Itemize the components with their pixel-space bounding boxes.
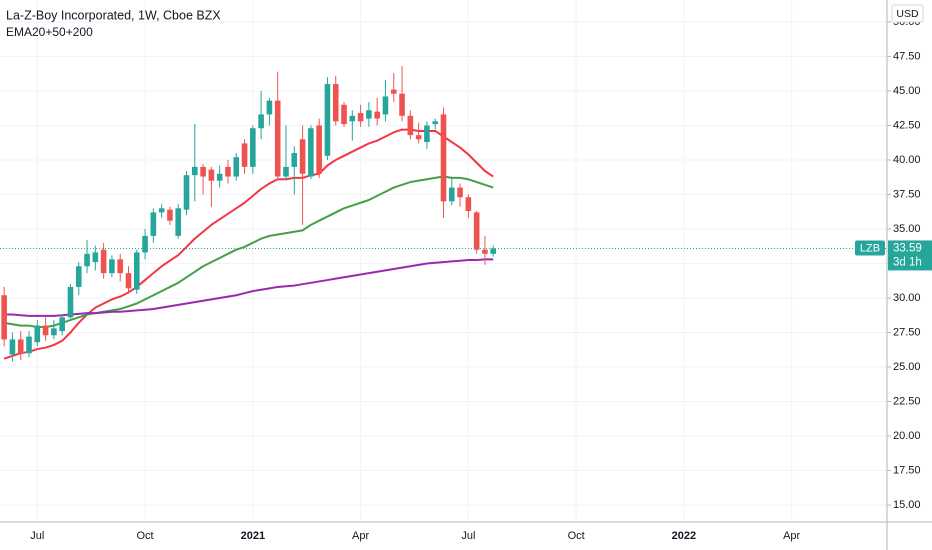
candle-body bbox=[374, 111, 380, 119]
candle-body bbox=[59, 317, 65, 332]
y-tick-label: 22.50 bbox=[893, 395, 921, 407]
candle-body bbox=[399, 93, 405, 116]
candle-body bbox=[175, 208, 182, 236]
y-tick-label: 15.00 bbox=[893, 499, 921, 511]
candle-body bbox=[258, 114, 264, 129]
candle-body bbox=[457, 187, 463, 198]
y-tick-label: 37.50 bbox=[893, 188, 921, 200]
candle-body bbox=[432, 121, 439, 125]
candle-body bbox=[75, 266, 82, 287]
candle-body bbox=[473, 212, 480, 250]
candle-body bbox=[84, 253, 90, 267]
candle-body bbox=[216, 173, 223, 181]
y-tick-label: 30.00 bbox=[893, 292, 921, 304]
candle-body bbox=[125, 273, 132, 289]
candle-body bbox=[482, 249, 488, 254]
x-tick-label: Jul bbox=[461, 530, 475, 542]
x-tick-label: Apr bbox=[783, 530, 800, 542]
x-tick-label: Jul bbox=[30, 530, 44, 542]
x-tick-label: 2021 bbox=[241, 530, 265, 542]
candle-body bbox=[158, 208, 165, 213]
candle-body bbox=[465, 197, 472, 212]
candle-body bbox=[1, 295, 7, 340]
candle-body bbox=[92, 252, 99, 263]
y-tick-label: 17.50 bbox=[893, 464, 921, 476]
candle-body bbox=[241, 143, 248, 167]
candle-body bbox=[324, 84, 331, 156]
candle-body bbox=[9, 339, 16, 355]
candle-body bbox=[357, 113, 364, 122]
candle-body bbox=[366, 110, 372, 119]
y-tick-label: 20.00 bbox=[893, 430, 921, 442]
symbol-badge bbox=[855, 240, 885, 256]
candle-body bbox=[34, 325, 41, 343]
candle-body bbox=[440, 114, 447, 202]
candle-body bbox=[192, 166, 198, 176]
candle-body bbox=[291, 153, 298, 167]
candle-body bbox=[208, 169, 215, 181]
candle-body bbox=[167, 209, 173, 221]
candle-body bbox=[183, 175, 190, 210]
candle-body bbox=[17, 339, 24, 354]
candle-body bbox=[266, 100, 273, 115]
candle-body bbox=[299, 139, 306, 174]
candle-body bbox=[42, 325, 49, 336]
candle-body bbox=[415, 135, 422, 140]
candle-body bbox=[490, 248, 497, 254]
candle-body bbox=[250, 128, 256, 167]
countdown-label: 3d 1h bbox=[893, 256, 922, 268]
candle-body bbox=[382, 96, 389, 115]
candle-body bbox=[407, 115, 414, 136]
candle-body bbox=[200, 166, 206, 177]
y-tick-label: 47.50 bbox=[893, 50, 921, 62]
y-tick-label: 25.00 bbox=[893, 361, 921, 373]
candle-body bbox=[142, 235, 148, 253]
plot bbox=[0, 66, 887, 362]
candle-body bbox=[341, 104, 347, 125]
candle-body bbox=[109, 259, 115, 274]
currency-label: USD bbox=[896, 8, 919, 20]
indicator-label: EMA20+50+200 bbox=[6, 25, 93, 39]
candle-body bbox=[448, 187, 455, 202]
candle-body bbox=[117, 259, 124, 274]
candle-body bbox=[67, 286, 74, 318]
y-tick-label: 27.50 bbox=[893, 326, 921, 338]
x-tick-label: 2022 bbox=[672, 530, 696, 542]
y-tick-label: 35.00 bbox=[893, 223, 921, 235]
candle-body bbox=[233, 157, 240, 177]
candle-body bbox=[283, 166, 289, 177]
candle-body bbox=[308, 128, 314, 177]
candle-body bbox=[316, 125, 322, 174]
candle-body bbox=[51, 328, 57, 336]
y-tick-label: 45.00 bbox=[893, 85, 921, 97]
y-tick-label: 42.50 bbox=[893, 119, 921, 131]
candle-body bbox=[332, 84, 339, 122]
candle-body bbox=[390, 89, 397, 94]
x-tick-label: Oct bbox=[568, 530, 585, 542]
candle-body bbox=[26, 336, 32, 354]
ema-line bbox=[4, 258, 494, 317]
candle-body bbox=[424, 125, 430, 143]
candle-body bbox=[274, 100, 281, 177]
chart-title: La-Z-Boy Incorporated, 1W, Cboe BZX bbox=[6, 8, 221, 22]
currency-box bbox=[891, 4, 924, 23]
y-tick-label: 40.00 bbox=[893, 154, 921, 166]
candle-body bbox=[133, 252, 140, 290]
candle-body bbox=[349, 115, 356, 122]
x-tick-label: Oct bbox=[137, 530, 154, 542]
x-tick-label: Apr bbox=[352, 530, 369, 542]
last-price-label: 33.59 bbox=[893, 242, 922, 254]
symbol-label: LZB bbox=[860, 242, 880, 254]
candle-body bbox=[225, 166, 231, 177]
candle-body bbox=[100, 249, 107, 274]
candle-body bbox=[150, 212, 157, 236]
ema-line bbox=[3, 175, 494, 328]
price-badge bbox=[888, 240, 932, 271]
